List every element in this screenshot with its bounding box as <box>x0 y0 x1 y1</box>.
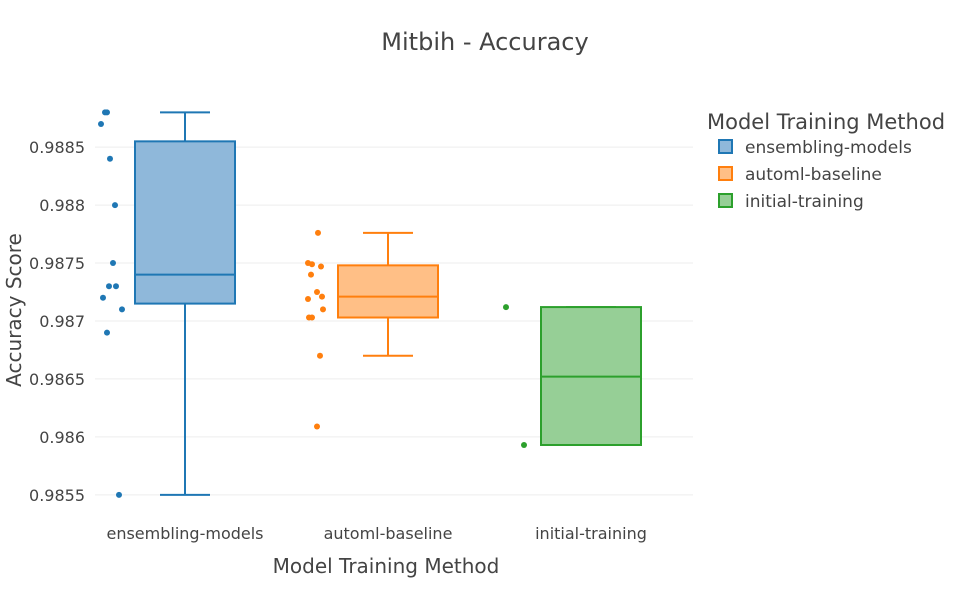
data-point <box>113 283 119 290</box>
data-point <box>104 329 110 336</box>
data-point <box>319 293 325 300</box>
legend-item-automl-baseline[interactable]: automl-baseline <box>718 165 882 185</box>
data-point <box>521 441 527 448</box>
data-point <box>308 271 314 278</box>
iqr-box <box>134 140 236 305</box>
data-point <box>98 120 104 127</box>
x-tick-label: initial-training <box>535 524 647 543</box>
box-automl-baseline <box>305 229 439 430</box>
legend-label: ensembling-models <box>745 138 912 158</box>
y-tick-label: 0.9885 <box>29 138 85 157</box>
data-point <box>100 294 106 301</box>
y-tick-label: 0.9875 <box>29 254 85 273</box>
x-tick-label: automl-baseline <box>324 524 453 543</box>
data-point <box>503 304 509 311</box>
y-tick-label: 0.987 <box>39 312 85 331</box>
chart-title: Mitbih - Accuracy <box>381 28 588 56</box>
data-point <box>314 289 320 296</box>
iqr-box <box>337 264 439 319</box>
data-point <box>305 295 311 302</box>
y-axis-ticks: 0.9855 0.986 0.9865 0.987 0.9875 0.988 0.9885 <box>29 138 85 505</box>
data-point <box>314 423 320 430</box>
legend-item-initial-training[interactable]: initial-training <box>718 192 864 212</box>
legend: Model Training Method ensembling-models a… <box>707 110 945 212</box>
x-tick-label: ensembling-models <box>106 524 263 543</box>
data-point <box>306 314 312 321</box>
y-tick-label: 0.988 <box>39 196 85 215</box>
data-point <box>106 283 112 290</box>
data-point <box>318 263 324 270</box>
x-axis-ticks: ensembling-models automl-baseline initial-… <box>106 524 646 543</box>
data-point <box>320 306 326 313</box>
box-initial-training <box>503 304 642 448</box>
data-point <box>110 260 116 267</box>
y-axis-title: Accuracy Score <box>2 233 26 387</box>
y-tick-label: 0.9865 <box>29 370 85 389</box>
y-tick-label: 0.986 <box>39 428 85 447</box>
data-point <box>315 229 321 236</box>
x-axis-title: Model Training Method <box>273 554 500 578</box>
box-ensembling-models <box>98 109 236 498</box>
legend-title: Model Training Method <box>707 110 945 134</box>
legend-label: automl-baseline <box>745 165 882 185</box>
data-point <box>309 261 315 268</box>
legend-swatch <box>718 166 733 181</box>
y-tick-label: 0.9855 <box>29 486 85 505</box>
legend-swatch <box>718 193 733 208</box>
legend-swatch <box>718 139 733 154</box>
legend-item-ensembling-models[interactable]: ensembling-models <box>718 138 912 158</box>
data-point <box>112 202 118 209</box>
data-point <box>317 352 323 359</box>
plot-area <box>98 109 642 498</box>
data-point <box>116 491 122 498</box>
data-point <box>104 109 110 116</box>
data-point <box>119 306 125 313</box>
data-point <box>107 155 113 162</box>
legend-label: initial-training <box>745 192 864 212</box>
